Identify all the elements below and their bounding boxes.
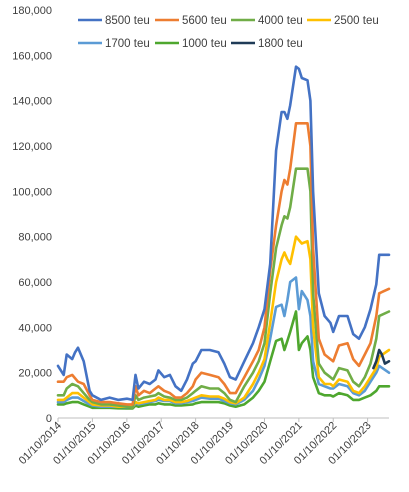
series-line-5600-teu: [56, 122, 391, 406]
y-tick-label: 80,000: [18, 232, 52, 244]
legend-label: 1800 teu: [258, 38, 303, 50]
y-tick-label: 180,000: [12, 5, 52, 17]
series-line-8500-teu: [56, 65, 391, 402]
series-layer: [56, 65, 391, 410]
legend: 8500 teu 5600 teu 4000 teu 2500 teu 1700 teu…: [78, 15, 379, 50]
y-tick-label: 160,000: [12, 50, 52, 62]
y-tick-label: 120,000: [12, 141, 52, 153]
y-axis: 0 20,000 40,000 60,000 80,000 100,000 120,000 1…: [12, 5, 52, 425]
legend-label: 8500 teu: [105, 15, 150, 27]
legend-label: 1000 teu: [182, 38, 227, 50]
series-line-1800-teu: [372, 348, 391, 370]
y-tick-label: 40,000: [18, 322, 52, 334]
legend-label: 1700 teu: [105, 38, 150, 50]
y-tick-label: 140,000: [12, 96, 52, 108]
series-line-4000-teu: [56, 167, 391, 410]
legend-label: 4000 teu: [258, 15, 303, 27]
series-line-1000-teu: [56, 310, 391, 410]
legend-label: 2500 teu: [334, 15, 379, 27]
y-tick-label: 60,000: [18, 277, 52, 289]
legend-label: 5600 teu: [182, 15, 227, 27]
y-tick-label: 20,000: [18, 368, 52, 380]
y-tick-label: 100,000: [12, 186, 52, 198]
y-tick-label: 0: [46, 413, 52, 425]
